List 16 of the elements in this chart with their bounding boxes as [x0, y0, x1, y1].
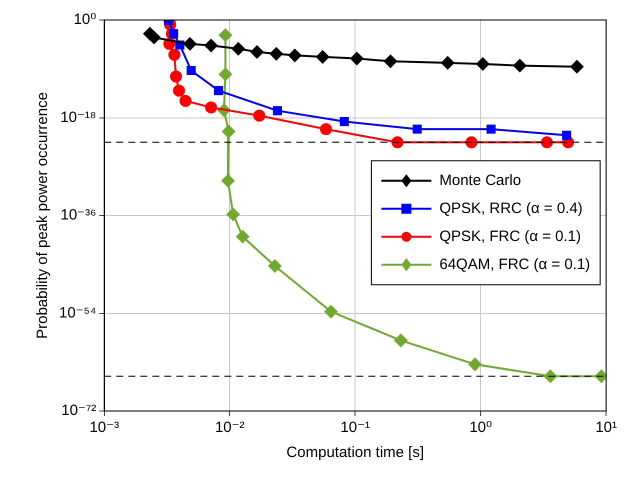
x-tick-label: 10⁻¹ — [340, 419, 370, 436]
legend-label: 64QAM, FRC (α = 0.1) — [439, 256, 590, 273]
y-tick-label: 10⁻⁵⁴ — [59, 304, 96, 322]
legend-label: QPSK, RRC (α = 0.4) — [439, 200, 583, 217]
y-tick-label: 10⁻⁷² — [61, 402, 96, 420]
y-tick-label: 10⁻³⁶ — [60, 206, 96, 224]
x-tick-label: 10¹ — [595, 419, 618, 436]
x-axis-title: Computation time [s] — [286, 444, 424, 462]
legend-label: Monte Carlo — [439, 172, 522, 189]
y-tick-label: 10⁰ — [74, 11, 96, 28]
x-tick-label: 10⁻³ — [89, 419, 120, 436]
y-axis-title: Probability of peak power occurrence — [34, 92, 52, 339]
x-tick-label: 10⁻² — [214, 419, 245, 436]
legend-label: QPSK, FRC (α = 0.1) — [439, 228, 581, 245]
x-tick-label: 10⁰ — [469, 419, 492, 436]
y-tick-label: 10⁻¹⁸ — [60, 108, 96, 126]
